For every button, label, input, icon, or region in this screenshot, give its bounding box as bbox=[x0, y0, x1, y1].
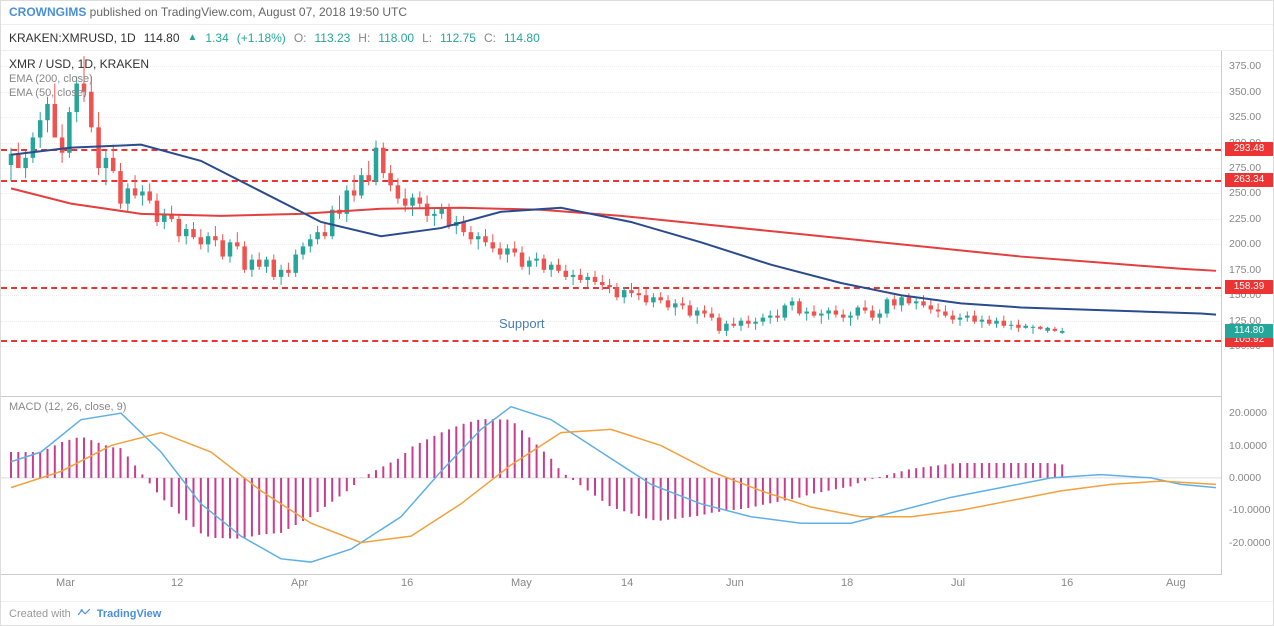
chart-area[interactable]: XMR / USD, 1D, KRAKEN EMA (200, close) E… bbox=[1, 51, 1273, 603]
support-annotation: Support bbox=[499, 316, 545, 331]
ohlc-high: 118.00 bbox=[378, 31, 414, 45]
publish-header: CROWNGIMS published on TradingView.com, … bbox=[1, 1, 1273, 25]
chart-legend: XMR / USD, 1D, KRAKEN EMA (200, close) E… bbox=[9, 57, 149, 99]
chart-title: XMR / USD, 1D, KRAKEN bbox=[9, 57, 149, 71]
ohlc-open: 113.23 bbox=[314, 31, 350, 45]
up-arrow-icon: ▲ bbox=[188, 32, 198, 43]
last-price: 114.80 bbox=[144, 31, 180, 45]
change-abs: 1.34 bbox=[205, 31, 228, 45]
publish-meta: published on TradingView.com, August 07,… bbox=[90, 5, 407, 19]
macd-chart-svg bbox=[1, 397, 1223, 575]
tradingview-brand: TradingView bbox=[97, 608, 162, 620]
tradingview-icon bbox=[77, 608, 91, 620]
ohlc-close: 114.80 bbox=[504, 31, 540, 45]
macd-pane[interactable] bbox=[1, 397, 1273, 575]
author-name: CROWNGIMS bbox=[9, 5, 86, 19]
ohlc-low: 112.75 bbox=[440, 31, 476, 45]
symbol-label: KRAKEN:XMRUSD, 1D bbox=[9, 31, 136, 45]
macd-axis: 20.000010.00000.0000-10.0000-20.0000 bbox=[1221, 397, 1273, 575]
price-chart-svg bbox=[1, 51, 1223, 397]
price-pane[interactable]: Support bbox=[1, 51, 1273, 397]
ticker-bar: KRAKEN:XMRUSD, 1D 114.80 ▲ 1.34 (+1.18%)… bbox=[1, 25, 1273, 51]
ema50-label: EMA (50, close) bbox=[9, 87, 149, 99]
time-axis: Mar12Apr16May14Jun18Jul16Aug bbox=[1, 575, 1273, 603]
change-pct: (+1.18%) bbox=[237, 31, 286, 45]
footer: Created with TradingView bbox=[1, 601, 1273, 625]
price-axis: 375.00350.00325.00300.00275.00250.00225.… bbox=[1221, 51, 1273, 397]
macd-legend: MACD (12, 26, close, 9) bbox=[9, 401, 126, 413]
ema200-label: EMA (200, close) bbox=[9, 73, 149, 85]
